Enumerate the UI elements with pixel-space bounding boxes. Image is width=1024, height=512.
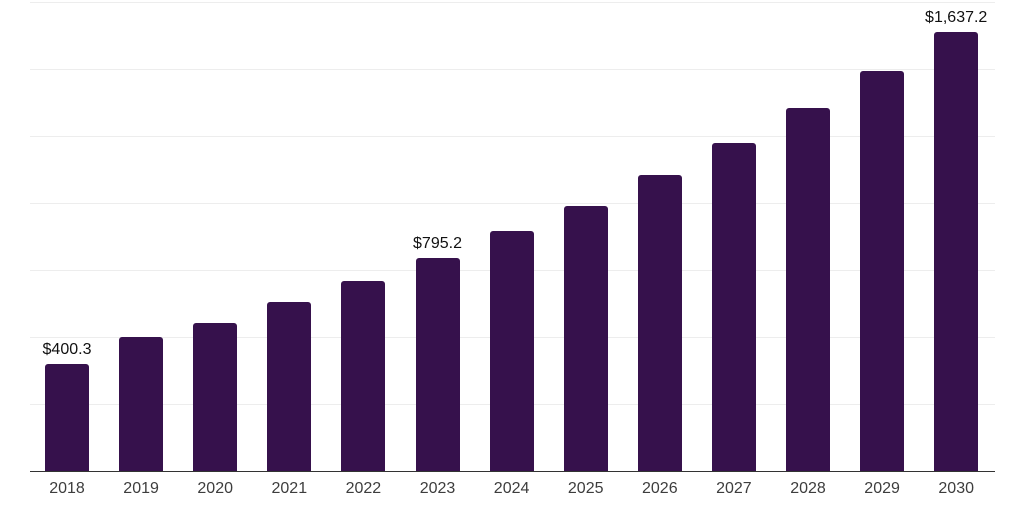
x-tick-2021: 2021 [271,480,308,497]
gridline-1250 [30,136,995,137]
x-tick-2027: 2027 [716,480,752,497]
value-label-2023: $795.2 [413,234,462,252]
x-tick-2018: 2018 [49,480,85,497]
bar-2030 [934,32,979,471]
x-tick-2025: 2025 [567,480,604,497]
value-label-2018: $400.3 [42,340,92,358]
gridline-1750 [30,2,995,3]
x-tick-2019: 2019 [123,480,159,497]
bar-2027 [711,142,756,471]
x-tick-2022: 2022 [345,480,382,497]
x-tick-2026: 2026 [642,480,678,497]
bar-2029 [860,70,905,471]
gridline-1500 [30,69,995,70]
x-tick-2020: 2020 [197,480,233,497]
bar-2025 [563,205,608,471]
bar-2021 [267,301,312,471]
bar-2028 [786,108,830,471]
bar-2026 [637,175,682,471]
plot-area: $400.3 $795.2 $1,637.2 [30,2,995,472]
bar-2020 [193,322,238,471]
bar-2024 [489,231,534,471]
bar-2023 [415,257,460,471]
bar-2019 [119,337,164,471]
x-tick-2028: 2028 [790,480,826,497]
bar-2018 [45,363,89,471]
value-label-2030: $1,637.2 [925,9,988,27]
x-tick-2024: 2024 [493,480,530,497]
x-tick-2029: 2029 [864,480,900,497]
x-tick-2023: 2023 [419,480,456,497]
gridline-1000 [30,203,995,204]
x-tick-2030: 2030 [938,480,974,497]
bar-2022 [341,281,386,471]
